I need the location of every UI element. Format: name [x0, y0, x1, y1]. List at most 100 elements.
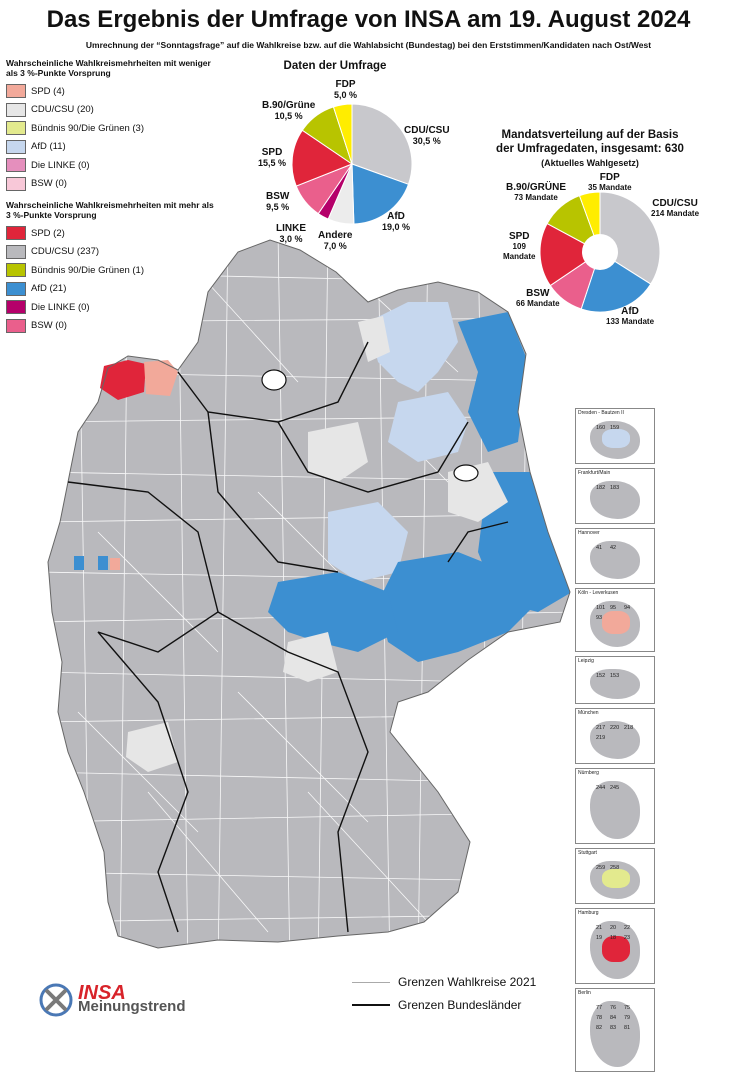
legend-item: SPD (2): [6, 224, 216, 243]
seat-label-gruene: B.90/GRÜNE 73 Mandate: [506, 182, 567, 203]
inset-district-number: 78: [596, 1015, 603, 1021]
inset-title: Leipzig: [578, 658, 594, 664]
seat-label-fdp: FDP 35 Mandate: [588, 172, 632, 193]
logo-brand: INSA: [78, 982, 126, 1004]
legend-label: Bündnis 90/Die Grünen (1): [31, 264, 145, 276]
bundeslaender-label: Grenzen Bundesländer: [398, 998, 522, 1012]
legend-item: AfD (21): [6, 280, 216, 299]
inset-stuttgart: Stuttgart 259 258: [575, 848, 655, 904]
legend-strong: Wahrscheinliche Wahlkreismehrheiten mit …: [6, 200, 216, 335]
legend-item: AfD (11): [6, 138, 216, 157]
inset-district-number: 79: [624, 1015, 631, 1021]
inset-title: Dresden - Bautzen II: [578, 410, 624, 416]
legend-swatch: [6, 176, 26, 191]
legend-swatch: [6, 318, 26, 333]
legend-wahlkreise: Grenzen Wahlkreise 2021: [352, 975, 536, 989]
inset-district-number: 84: [610, 1015, 617, 1021]
inset-highlight: [602, 935, 630, 963]
poll-label-linke: LINKE 3,0 %: [276, 223, 306, 245]
inset-shape: [590, 481, 640, 519]
inset-district-number: 95: [610, 605, 617, 611]
legend-label: AfD (21): [31, 283, 67, 295]
inset-district-number: 218: [624, 725, 634, 731]
inset-highlight: [602, 611, 630, 634]
inset-district-number: 81: [624, 1025, 631, 1031]
inset-title: Hamburg: [578, 910, 599, 916]
pie-slice-spd: [291, 129, 354, 187]
legend-label: SPD (2): [31, 227, 65, 239]
legend-item: Die LINKE (0): [6, 298, 216, 317]
poll-chart-title: Daten der Umfrage: [283, 60, 387, 72]
city-insets: Dresden - Bautzen II 160 159 Frankfurt/Main…: [575, 408, 655, 1076]
inset-district-number: 23: [624, 935, 631, 941]
legend-bundeslaender: Grenzen Bundesländer: [352, 998, 521, 1012]
legend-item: Bündnis 90/Die Grünen (3): [6, 119, 216, 138]
legend-item: SPD (4): [6, 82, 216, 101]
legend-label: SPD (4): [31, 85, 65, 97]
legend-label: Bündnis 90/Die Grünen (3): [31, 122, 145, 134]
insa-logo: INSA Meinungstrend: [38, 982, 186, 1018]
inset-shape: [590, 541, 640, 579]
insa-logo-mark-icon: [39, 983, 73, 1017]
legend-swatch: [6, 226, 26, 241]
inset-k-ln-leverkusen: Köln - Leverkusen 101 95 94 93: [575, 588, 655, 652]
legend-item: Die LINKE (0): [6, 156, 216, 175]
pie-slice-afd: [351, 163, 410, 225]
legend-swatch: [6, 158, 26, 173]
inset-district-number: 244: [596, 785, 606, 791]
legend-label: Die LINKE (0): [31, 301, 90, 313]
inset-district-number: 259: [596, 865, 606, 871]
inset-title: Hannover: [578, 530, 600, 536]
seat-chart-title: Mandatsverteilung auf der Basis der Umfr…: [496, 129, 684, 168]
inset-district-number: 42: [610, 545, 617, 551]
donut-hole: [582, 234, 618, 270]
inset-leipzig: Leipzig 152 153: [575, 656, 655, 704]
bundeslaender-line: [352, 1004, 390, 1006]
inset-title: Köln - Leverkusen: [578, 590, 619, 596]
legend-weak-heading: Wahrscheinliche Wahlkreismehrheiten mit …: [6, 58, 211, 78]
inset-district-number: 217: [596, 725, 606, 731]
seat-donut-chart: [539, 191, 661, 313]
inset-title: Nürnberg: [578, 770, 599, 776]
inset-shape: [590, 669, 640, 699]
page-subtitle: Umrechnung der “Sonntagsfrage” auf die W…: [85, 40, 652, 50]
logo-tagline: Meinungstrend: [78, 998, 186, 1015]
legend-strong-heading: Wahrscheinliche Wahlkreismehrheiten mit …: [6, 200, 214, 220]
inset-district-number: 160: [596, 425, 606, 431]
seat-label-afd: AfD 133 Mandate: [606, 306, 655, 327]
inset-district-number: 75: [624, 1005, 631, 1011]
inset-frankfurt-main: Frankfurt/Main 182 183: [575, 468, 655, 524]
legend-swatch: [6, 139, 26, 154]
legend-swatch: [6, 263, 26, 278]
inset-highlight: [602, 868, 630, 889]
inset-hamburg: Hamburg 21 20 22 19 18 23: [575, 908, 655, 984]
legend-weak: Wahrscheinliche Wahlkreismehrheiten mit …: [6, 58, 216, 193]
legend-label: Die LINKE (0): [31, 159, 90, 171]
legend-item: Bündnis 90/Die Grünen (1): [6, 261, 216, 280]
pie-slice-cdu-csu: [351, 103, 413, 185]
inset-berlin: Berlin 77 76 75 78 84 79 82 83 81: [575, 988, 655, 1072]
poll-label-fdp: FDP 5,0 %: [334, 79, 358, 101]
legend-swatch: [6, 102, 26, 117]
legend-swatch: [6, 84, 26, 99]
legend-item: BSW (0): [6, 317, 216, 336]
inset-district-number: 159: [610, 425, 620, 431]
wahlkreise-label: Grenzen Wahlkreise 2021: [398, 975, 537, 989]
inset-title: Frankfurt/Main: [578, 470, 611, 476]
inset-district-number: 83: [610, 1025, 617, 1031]
legend-label: CDU/CSU (237): [31, 246, 100, 258]
inset-district-number: 82: [596, 1025, 603, 1031]
seat-label-bsw: BSW 66 Mandate: [516, 288, 560, 309]
inset-shape: [590, 781, 640, 839]
legend-item: BSW (0): [6, 175, 216, 194]
inset-district-number: 94: [624, 605, 631, 611]
inset-district-number: 183: [610, 485, 620, 491]
poll-label-spd: SPD 15,5 %: [258, 147, 287, 169]
inset-district-number: 18: [610, 935, 617, 941]
inset-district-number: 19: [596, 935, 603, 941]
legend-swatch: [6, 300, 26, 315]
inset-dresden-bautzen-ii: Dresden - Bautzen II 160 159: [575, 408, 655, 464]
inset-district-number: 77: [596, 1005, 603, 1011]
page-title: Das Ergebnis der Umfrage von INSA am 19.…: [46, 6, 691, 33]
inset-district-number: 245: [610, 785, 620, 791]
